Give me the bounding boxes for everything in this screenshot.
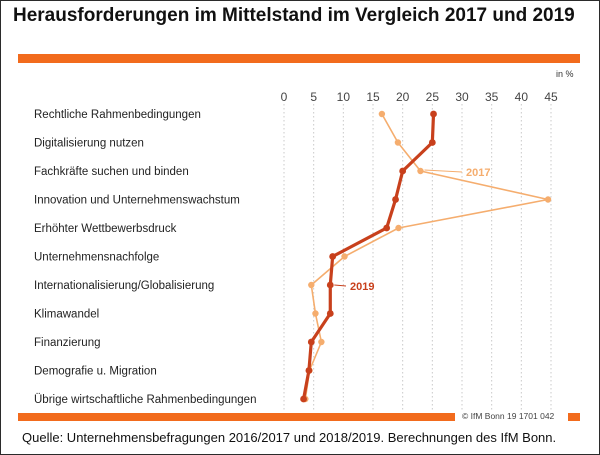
grid-lines xyxy=(283,104,552,410)
series-line-2019 xyxy=(302,113,436,400)
series-labels: 2017 2019 xyxy=(334,167,490,293)
point-2017-5 xyxy=(341,253,348,260)
bottom-accent-bar xyxy=(18,413,455,421)
category-label-8: Finanzierung xyxy=(34,337,100,349)
point-2017-1 xyxy=(394,139,402,146)
series-label-2019: 2019 xyxy=(350,281,374,293)
point-2019-10 xyxy=(300,395,307,403)
category-label-9: Demografie u. Migration xyxy=(34,366,157,378)
x-tick-label-35: 35 xyxy=(485,90,499,104)
source-note: Quelle: Unternehmensbefragungen 2016/201… xyxy=(22,430,557,445)
point-2019-2 xyxy=(399,167,407,175)
point-2019-5 xyxy=(329,253,337,260)
point-2017-3 xyxy=(544,196,552,203)
point-2019-8 xyxy=(307,338,315,346)
point-2019-0 xyxy=(430,110,437,118)
point-2017-4 xyxy=(395,224,402,232)
chart-title: Herausforderungen im Mittelstand im Verg… xyxy=(13,5,575,26)
x-tick-label-45: 45 xyxy=(544,90,558,104)
unit-label: in % xyxy=(556,69,574,79)
category-label-1: Digitalisierung nutzen xyxy=(34,138,144,150)
point-2019-4 xyxy=(383,224,391,232)
point-2017-8 xyxy=(318,338,325,346)
point-2019-6 xyxy=(326,281,334,289)
x-tick-label-10: 10 xyxy=(337,90,351,104)
copyright-credit: © IfM Bonn 19 1701 042 xyxy=(462,411,555,421)
point-2017-2 xyxy=(417,167,424,175)
x-tick-label-0: 0 xyxy=(281,90,288,104)
point-2017-6 xyxy=(308,281,315,289)
x-tick-label-25: 25 xyxy=(426,90,440,104)
category-label-4: Erhöhter Wettbewerbsdruck xyxy=(34,223,177,235)
point-2019-9 xyxy=(305,367,313,374)
category-label-3: Innovation und Unternehmenswachstum xyxy=(34,195,240,207)
point-2019-7 xyxy=(326,310,334,317)
x-tick-label-40: 40 xyxy=(515,90,529,104)
category-label-0: Rechtliche Rahmenbedingungen xyxy=(34,109,201,121)
point-2019-1 xyxy=(428,139,436,146)
point-2019-3 xyxy=(392,196,399,203)
category-label-6: Internationalisierung/Globalisierung xyxy=(34,280,214,292)
series-label-2017: 2017 xyxy=(466,167,490,179)
x-tick-label-30: 30 xyxy=(455,90,469,104)
x-tick-label-5: 5 xyxy=(310,90,317,104)
bottom-accent-bar-end xyxy=(568,413,580,421)
label-leader-2019 xyxy=(334,284,347,287)
series-lines xyxy=(300,110,552,403)
category-labels: Rechtliche Rahmenbedingungen Digitalisier… xyxy=(34,109,256,406)
x-tick-label-15: 15 xyxy=(366,90,380,104)
top-accent-bar xyxy=(18,54,580,63)
point-2017-7 xyxy=(312,310,319,317)
point-2017-0 xyxy=(378,110,386,118)
category-label-2: Fachkräfte suchen und binden xyxy=(34,166,189,178)
label-leader-2017 xyxy=(424,169,463,173)
category-label-7: Klimawandel xyxy=(34,309,99,321)
category-label-10: Übrige wirtschaftliche Rahmenbedingungen xyxy=(34,394,256,406)
category-label-5: Unternehmensnachfolge xyxy=(34,252,159,264)
x-tick-label-20: 20 xyxy=(396,90,410,104)
x-tick-labels: 0 5 10 15 20 25 30 35 40 45 xyxy=(281,90,558,104)
